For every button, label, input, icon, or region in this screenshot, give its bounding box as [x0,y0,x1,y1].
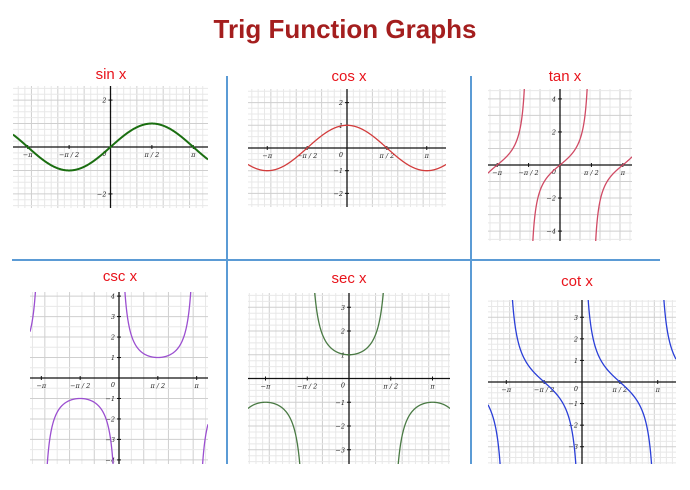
page-title: Trig Function Graphs [213,14,477,44]
chart-svg: −π −π / 2 π / 2 π 2 −2 0 [13,86,208,208]
y-tick-label: −1 [333,167,343,175]
horizontal-divider [12,259,660,261]
x-tick-label: −π / 2 [70,382,90,390]
caption-cot: cot x [561,273,593,290]
y-tick-label: −1 [105,395,115,403]
x-tick-label: −π [261,383,271,391]
chart-svg: −π −π / 2 π / 2 π 4 2 −2 −4 0 [488,89,632,241]
y-tick-label: 2 [110,334,115,342]
origin-label: 0 [552,168,556,176]
x-tick-label: −π [23,151,33,159]
y-tick-label: 4 [551,95,556,103]
x-tick-label: −π [492,169,502,177]
vertical-divider-left [226,76,228,464]
x-tick-label: π [429,383,435,391]
y-tick-label: 1 [111,354,115,362]
y-tick-label: −2 [568,422,578,430]
x-tick-label: −π / 2 [297,152,317,160]
plot-cot: −π −π / 2 π / 2 π 3 2 1 −1 −2 −3 0 [488,300,676,464]
y-tick-label: 4 [110,293,115,301]
x-tick-label: −π / 2 [518,169,538,177]
x-tick-label: π / 2 [144,151,160,159]
caption-cos: cos x [331,68,367,85]
y-tick-label: −4 [546,228,556,236]
y-tick-label: −2 [546,195,556,203]
plot-tan: −π −π / 2 π / 2 π 4 2 −2 −4 0 [488,89,632,241]
x-tick-label: π / 2 [379,152,395,160]
y-tick-label: −1 [568,400,578,408]
x-tick-label: π [620,169,626,177]
y-tick-label: −3 [335,446,345,454]
x-tick-label: −π / 2 [59,151,79,159]
curve-sec [248,293,450,464]
y-tick-label: −3 [568,443,578,451]
origin-label: 0 [574,385,578,393]
x-tick-label: π [424,152,430,160]
curve-tan [488,89,632,241]
y-tick-label: −2 [333,190,343,198]
curve-sin [13,122,208,172]
x-tick-label: π [194,382,200,390]
x-tick-label: π / 2 [583,169,599,177]
curve-cot [488,300,676,464]
origin-label: 0 [111,381,115,389]
origin-label: 0 [341,382,345,390]
chart-svg: −π −π / 2 π / 2 π 3 2 1 −1 −2 −3 0 [248,293,450,464]
x-tick-label: −π [262,152,272,160]
origin-label: 0 [339,151,343,159]
x-tick-label: π / 2 [611,386,627,394]
chart-svg: −π −π / 2 π / 2 π 3 2 1 −1 −2 −3 0 [488,300,676,464]
y-tick-label: 3 [111,313,115,321]
y-tick-label: 2 [340,328,345,336]
caption-csc: csc x [102,268,138,285]
x-tick-label: π [655,386,661,394]
y-tick-label: −1 [335,399,345,407]
y-tick-label: −2 [335,423,345,431]
x-tick-label: π / 2 [149,382,165,390]
y-tick-label: 2 [338,99,343,107]
curve-csc [30,292,208,464]
plot-sec: −π −π / 2 π / 2 π 3 2 1 −1 −2 −3 0 [248,293,450,464]
origin-label: 0 [102,150,106,158]
x-tick-label: −π / 2 [297,383,317,391]
x-tick-label: −π / 2 [534,386,554,394]
y-tick-label: −4 [105,456,115,464]
x-tick-label: π [190,151,196,159]
caption-tan: tan x [548,68,582,85]
x-tick-label: −π [36,382,46,390]
caption-sin: sin x [95,66,127,83]
vertical-divider-right [470,76,472,464]
y-tick-label: 3 [341,304,345,312]
x-tick-label: −π [501,386,511,394]
plot-sin: −π −π / 2 π / 2 π 2 −2 0 [13,86,208,208]
x-tick-label: π / 2 [382,383,398,391]
y-tick-label: 1 [341,351,345,359]
y-tick-label: 2 [101,97,106,105]
y-tick-label: 2 [551,128,556,136]
y-tick-label: 1 [574,357,578,365]
y-tick-label: −2 [97,190,107,198]
y-tick-label: 2 [573,335,578,343]
curve-cos [248,124,446,172]
caption-sec: sec x [331,270,367,287]
y-tick-label: −2 [105,415,115,423]
y-tick-label: 3 [574,314,578,322]
